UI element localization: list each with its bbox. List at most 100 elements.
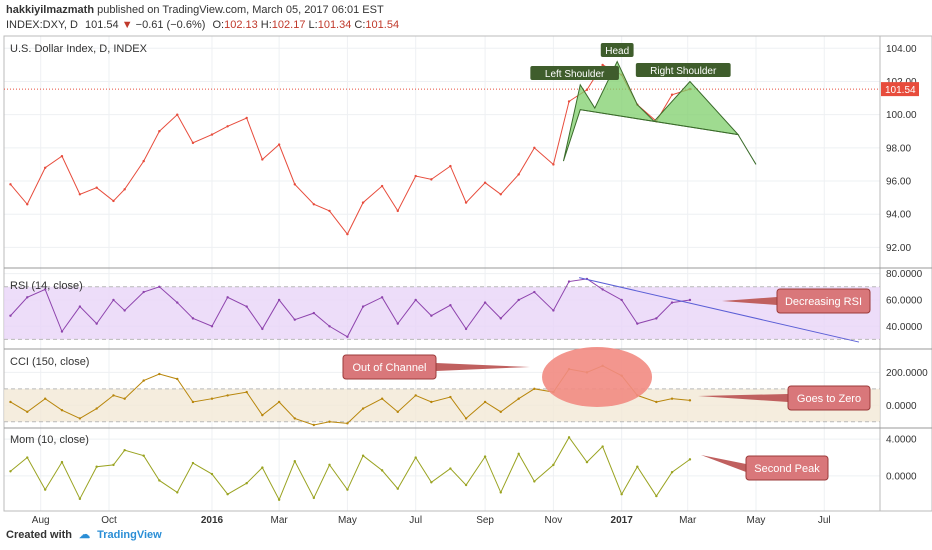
data-point — [158, 479, 161, 482]
data-point — [312, 423, 316, 427]
data-point — [78, 305, 82, 308]
low-value: 101.34 — [317, 19, 352, 31]
publisher-line: hakkiyilmazmath published on TradingView… — [6, 4, 384, 16]
created-with-label: Created with — [6, 529, 73, 541]
data-point — [655, 400, 658, 404]
data-point — [601, 445, 604, 448]
data-point — [328, 463, 331, 467]
data-point — [328, 209, 331, 213]
data-point — [226, 296, 229, 299]
data-point — [620, 298, 623, 302]
data-point — [567, 280, 571, 283]
data-point — [60, 330, 64, 333]
x-tick-label: Jul — [818, 515, 831, 526]
data-point — [191, 400, 195, 404]
data-point — [26, 203, 29, 206]
y-tick-label: 96.00 — [886, 177, 911, 188]
data-point — [176, 491, 179, 494]
data-point — [533, 146, 536, 150]
data-point — [361, 407, 365, 410]
data-point — [158, 285, 161, 288]
author-link[interactable]: hakkiyilmazmath — [6, 4, 95, 16]
right-shoulder-label: Right Shoulder — [650, 66, 717, 77]
out-of-channel-callout: Out of Channel — [353, 362, 427, 374]
data-point — [464, 417, 468, 420]
y-tick-label: 0.0000 — [886, 401, 917, 412]
chart-frame — [3, 35, 932, 512]
data-point — [78, 497, 82, 501]
data-point — [670, 93, 674, 96]
data-point — [346, 488, 349, 491]
data-point — [312, 496, 316, 500]
data-point — [277, 298, 281, 302]
symbol-label: INDEX:DXY, D — [6, 19, 78, 31]
cci-pane-title: CCI (150, close) — [10, 356, 89, 368]
data-point — [670, 301, 674, 304]
data-point — [380, 397, 384, 400]
data-point — [226, 493, 229, 496]
data-point — [9, 400, 12, 404]
footer-credit: Created with ☁ TradingView — [6, 528, 162, 541]
data-point — [142, 159, 145, 163]
open-value: 102.13 — [224, 19, 258, 31]
data-point — [60, 460, 64, 464]
neckline — [580, 109, 739, 136]
data-point — [112, 298, 115, 302]
x-tick-label: Oct — [101, 515, 117, 526]
data-point — [430, 178, 433, 181]
decreasing-rsi-callout: Decreasing RSI — [785, 296, 862, 308]
y-tick-label: 94.00 — [886, 210, 911, 221]
data-point — [396, 209, 399, 213]
data-point — [430, 481, 433, 484]
close-label: C: — [354, 19, 366, 31]
out-of-channel-highlight — [542, 347, 653, 407]
data-point — [430, 314, 433, 317]
data-point — [361, 454, 365, 457]
data-point — [636, 322, 639, 325]
data-point — [499, 193, 502, 196]
data-point — [26, 456, 29, 459]
data-point — [601, 288, 604, 291]
data-point — [449, 467, 452, 470]
data-point — [552, 309, 555, 312]
second-peak-callout: Second Peak — [754, 463, 820, 475]
x-tick-label: Nov — [544, 515, 562, 526]
data-point — [277, 498, 281, 501]
tradingview-brand-link[interactable]: TradingView — [97, 529, 162, 541]
out-of-channel-callout-box — [342, 354, 437, 380]
data-point — [414, 298, 417, 302]
y-tick-label: 98.00 — [886, 143, 911, 154]
low-label: L: — [308, 19, 318, 31]
data-point — [567, 436, 571, 439]
data-point — [43, 488, 47, 491]
data-point — [483, 400, 487, 404]
data-point — [43, 397, 47, 400]
y-tick-label: 40.0000 — [886, 322, 923, 333]
data-point — [293, 460, 297, 463]
x-tick-label: Jul — [409, 515, 422, 526]
goes-to-zero-callout: Goes to Zero — [797, 393, 861, 405]
high-value: 102.17 — [271, 19, 306, 31]
data-point — [380, 184, 384, 188]
last-price: 101.54 — [85, 19, 119, 31]
data-point — [414, 394, 417, 397]
y-tick-label: 100.00 — [886, 110, 917, 121]
data-point — [312, 203, 316, 206]
data-point — [601, 63, 604, 67]
data-point — [483, 181, 487, 184]
data-point — [293, 417, 297, 420]
data-point — [176, 377, 179, 381]
data-point — [9, 470, 12, 473]
data-point — [380, 469, 384, 472]
projection-line — [737, 134, 757, 165]
data-point — [261, 413, 264, 417]
data-point — [620, 493, 623, 496]
data-point — [9, 183, 12, 186]
data-point — [414, 174, 417, 178]
tradingview-cloud-icon: ☁ — [79, 529, 91, 541]
data-point — [464, 483, 468, 487]
data-point — [670, 471, 674, 474]
data-point — [361, 305, 365, 308]
